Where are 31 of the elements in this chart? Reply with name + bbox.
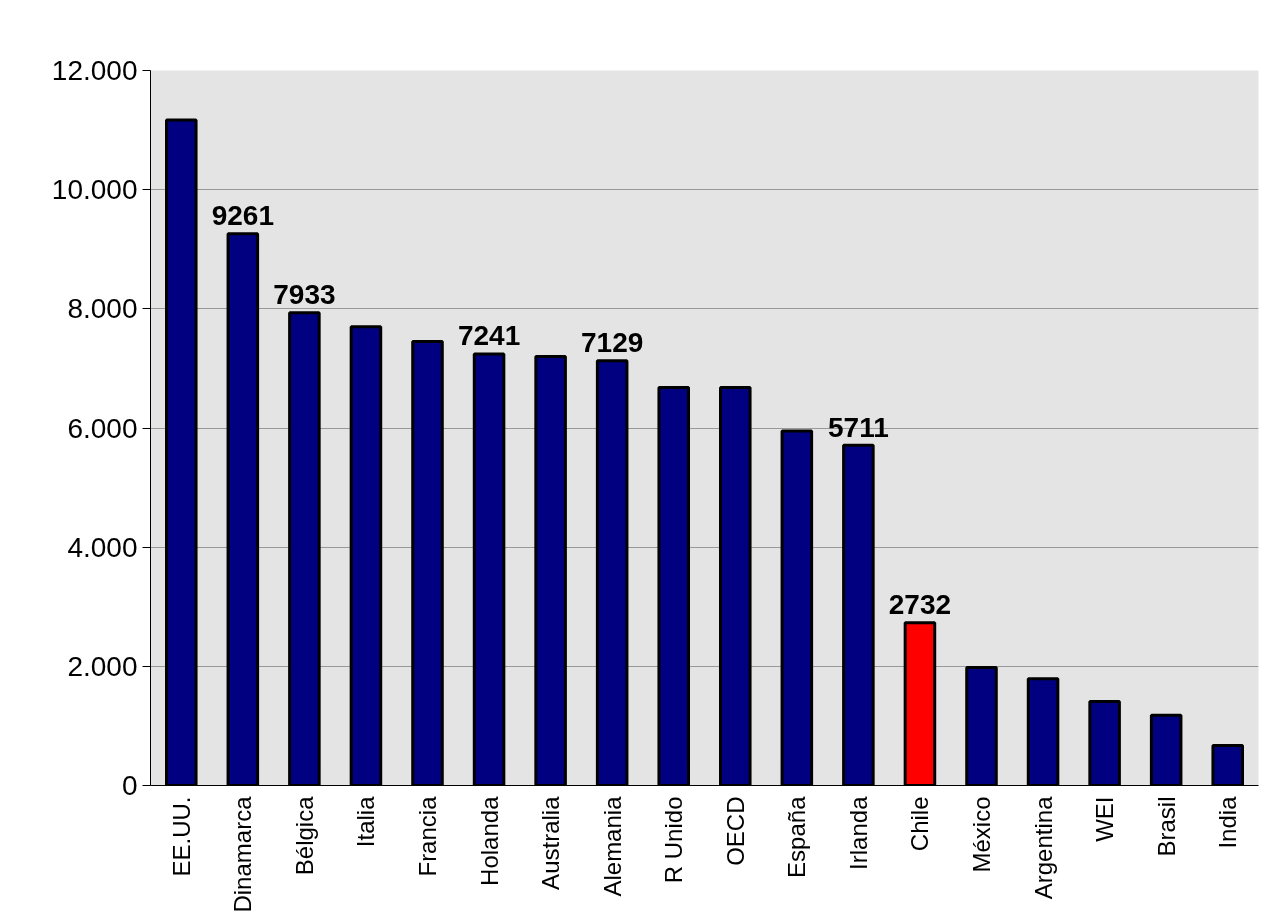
x-tick-label: Chile: [906, 796, 934, 852]
x-tick-label: India: [1214, 795, 1242, 849]
x-tick-label: OECD: [721, 796, 749, 866]
x-tick-label: Bélgica: [290, 795, 318, 876]
x-tick-label: México: [968, 796, 995, 873]
y-tick-label: 12.000: [51, 55, 138, 86]
data-label: 7241: [457, 320, 521, 352]
y-tick-label: 0: [121, 770, 138, 801]
data-label: 7129: [581, 327, 644, 359]
data-label: 7933: [273, 279, 336, 311]
x-tick-label: Francia: [414, 795, 441, 877]
x-tick-label: Dinamarca: [229, 795, 257, 913]
y-tick-label: 8.000: [67, 293, 138, 325]
x-tick-label: EE.UU.: [167, 796, 195, 877]
y-tick-label: 6.000: [67, 412, 138, 444]
x-tick-label: Holanda: [475, 795, 503, 886]
x-tick-label: Brasil: [1152, 796, 1180, 857]
y-tick-label: 2.000: [67, 650, 138, 682]
data-label: 9261: [211, 200, 274, 232]
x-tick-label: R Unido: [660, 796, 688, 884]
data-label: 5711: [828, 411, 889, 443]
y-tick-label: 4.000: [67, 531, 138, 563]
x-tick-label: España: [783, 795, 811, 878]
y-tick-label: 10.000: [51, 174, 138, 206]
x-tick-label: WEI: [1091, 796, 1119, 842]
x-tick-label: Irlanda: [844, 795, 872, 870]
x-tick-label: Alemania: [598, 795, 626, 897]
x-tick-label: Italia: [352, 795, 380, 848]
x-tick-label: Australia: [537, 795, 565, 890]
data-label: 2732: [888, 589, 952, 621]
x-tick-label: Argentina: [1029, 795, 1057, 900]
